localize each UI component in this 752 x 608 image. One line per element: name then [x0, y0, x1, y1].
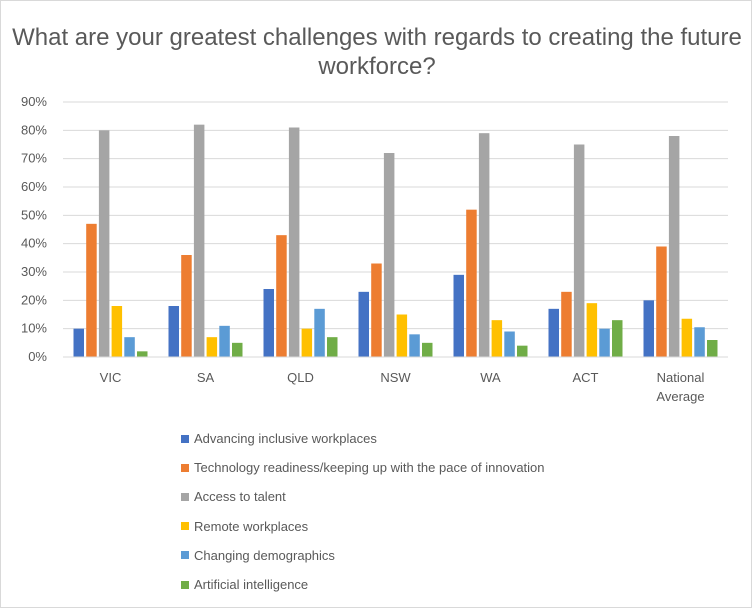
bar [561, 291, 572, 357]
x-tick-label: NSW [380, 370, 411, 385]
bar [98, 130, 110, 357]
legend-label: Changing demographics [194, 547, 335, 563]
bar [86, 223, 97, 357]
y-tick-label: 50% [21, 207, 47, 222]
y-tick-label: 60% [21, 179, 47, 194]
legend-swatch [181, 463, 189, 472]
bar [396, 314, 408, 357]
x-tick-label: National Average [656, 370, 704, 404]
bar [707, 340, 718, 357]
bar [263, 289, 274, 357]
bar [504, 331, 515, 357]
bar [491, 320, 503, 357]
bar [599, 328, 610, 357]
bar [111, 306, 123, 357]
legend-item: Remote workplaces [181, 512, 545, 541]
chart-title: What are your greatest challenges with r… [12, 24, 742, 80]
bar [548, 308, 559, 357]
bar [668, 136, 680, 357]
bar [288, 127, 300, 357]
bar [371, 263, 382, 357]
bar [612, 320, 623, 357]
bar [327, 337, 338, 357]
y-tick-label: 0% [28, 349, 47, 364]
bar [573, 144, 585, 357]
legend-label: Artificial intelligence [194, 577, 309, 593]
bar [453, 274, 464, 357]
legend-item: Technology readiness/keeping up with the… [181, 453, 545, 482]
y-tick-label: 90% [21, 94, 47, 109]
bar [656, 246, 667, 357]
bar [478, 133, 490, 357]
legend-item: Artificial intelligence [181, 570, 545, 599]
bar [422, 342, 433, 357]
x-tick-label: VIC [100, 370, 122, 385]
legend-label: Technology readiness/keeping up with the… [194, 460, 545, 476]
legend-label: Advancing inclusive workplaces [194, 431, 377, 447]
bar [314, 308, 325, 357]
bar [643, 300, 654, 357]
plot-area: 0% 10% 20% 30% 40% 50% 60% 70% 80% 90% VIC SA QLD NSW… [21, 94, 728, 404]
legend-item: Changing demographics [181, 541, 545, 570]
legend-label: Access to talent [194, 489, 286, 505]
y-tick-label: 20% [21, 292, 47, 307]
bar [466, 209, 477, 357]
legend-label: Remote workplaces [194, 518, 309, 534]
legend-item: Advancing inclusive workplaces [181, 424, 545, 453]
legend-swatch [181, 434, 189, 443]
legend-swatch [181, 551, 189, 560]
bar [383, 153, 395, 357]
legend-swatch [181, 522, 189, 531]
legend-item: Access to talent [181, 482, 545, 511]
bar [517, 345, 528, 357]
legend-swatch [181, 492, 189, 501]
bar [137, 351, 148, 357]
bar [301, 328, 313, 357]
bar [73, 328, 84, 357]
legend-swatch [181, 580, 189, 589]
bar [219, 325, 230, 357]
bar [358, 291, 369, 357]
bar [586, 303, 598, 357]
bar [409, 334, 420, 357]
y-tick-label: 70% [21, 151, 47, 166]
bar [193, 124, 205, 358]
x-tick-label: WA [480, 370, 501, 385]
bar [124, 337, 135, 357]
bar [694, 327, 705, 357]
bar [681, 318, 693, 357]
y-tick-label: 30% [21, 264, 47, 279]
x-tick-label: QLD [287, 370, 314, 385]
bar [181, 255, 192, 357]
legend: Advancing inclusive workplaces Technology… [181, 424, 545, 599]
y-tick-label: 10% [21, 321, 47, 336]
x-tick-label: ACT [573, 370, 599, 385]
x-tick-label: SA [197, 370, 215, 385]
bar [168, 306, 179, 357]
y-tick-label: 80% [21, 122, 47, 137]
bar [276, 235, 287, 357]
y-tick-label: 40% [21, 236, 47, 251]
bar [232, 342, 243, 357]
bar [206, 337, 218, 357]
